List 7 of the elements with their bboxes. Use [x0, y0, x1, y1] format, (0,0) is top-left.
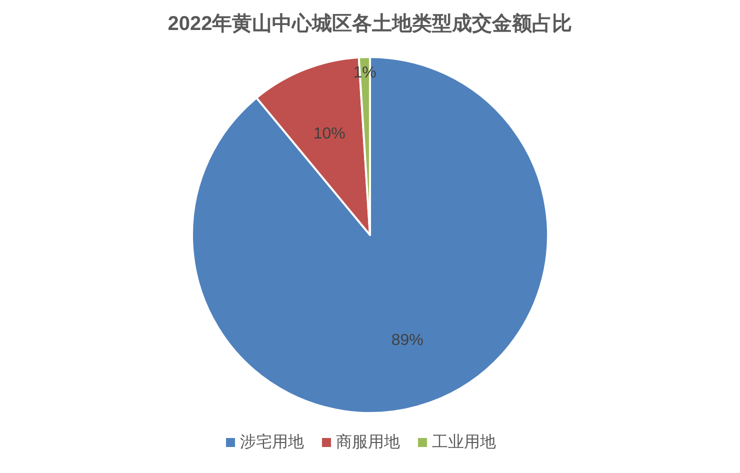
legend-label: 涉宅用地	[240, 433, 304, 451]
legend-label: 工业用地	[432, 433, 496, 451]
legend-label: 商服用地	[336, 433, 400, 451]
data-label: 10%	[313, 125, 346, 142]
data-label: 89%	[391, 332, 424, 349]
chart-title: 2022年黄山中心城区各土地类型成交金额占比	[168, 12, 572, 35]
data-label: 1%	[353, 64, 376, 82]
